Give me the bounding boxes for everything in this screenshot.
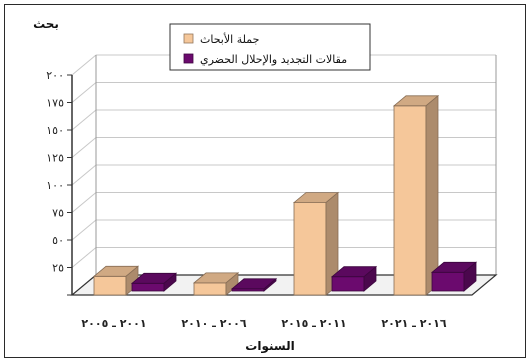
gridline-side bbox=[71, 82, 97, 103]
x-tick-label: ٢٠٠٦ ـ ٢٠١٠ bbox=[181, 317, 246, 330]
bar bbox=[293, 202, 327, 296]
y-tick-label: ١٧٥ bbox=[46, 97, 64, 110]
gridline-side bbox=[71, 192, 97, 213]
bar-side bbox=[163, 272, 177, 292]
x-tick-label: ٢٠١١ ـ ٢٠١٥ bbox=[281, 317, 346, 330]
y-tick-label: ٢٠٠ bbox=[46, 69, 64, 82]
y-tick-label: ١٠٠ bbox=[46, 179, 64, 192]
x-tick-label: ٢٠١٦ ـ ٢٠٢١ bbox=[381, 317, 446, 330]
gridline-side bbox=[71, 54, 97, 76]
y-tick-label: ٢٥ bbox=[52, 262, 64, 275]
gridline-side bbox=[71, 219, 97, 241]
y-tick-label: ١٥٠ bbox=[46, 124, 64, 137]
bar bbox=[93, 275, 127, 296]
x-tick-label: ٢٠٠١ ـ ٢٠٠٥ bbox=[81, 317, 146, 330]
bar bbox=[393, 105, 427, 296]
gridline-side bbox=[71, 137, 97, 158]
bar bbox=[431, 271, 465, 292]
y-tick-label: ١٢٥ bbox=[46, 152, 64, 165]
bar-side bbox=[363, 265, 377, 292]
gridline-side bbox=[71, 164, 97, 186]
chart-floor bbox=[70, 274, 498, 296]
legend-label: جملة الأبحاث bbox=[200, 32, 259, 46]
x-axis-title: السنوات bbox=[245, 339, 294, 354]
legend-swatch bbox=[183, 53, 194, 64]
legend-label: مقالات التجديد والإحلال الحضري bbox=[200, 53, 347, 66]
bar bbox=[193, 282, 227, 296]
y-tick-label: ٧٥ bbox=[52, 207, 64, 220]
gridline-side bbox=[71, 247, 97, 268]
y-axis-title: بحث bbox=[33, 17, 59, 31]
legend-box bbox=[169, 23, 371, 71]
bar-side bbox=[263, 277, 277, 292]
gridline-side bbox=[71, 109, 97, 131]
bar-side bbox=[463, 261, 477, 292]
bar-side bbox=[425, 94, 439, 296]
legend-swatch bbox=[183, 33, 194, 44]
y-tick-label: ٥٠ bbox=[52, 234, 64, 247]
bar bbox=[131, 282, 165, 292]
bar bbox=[331, 276, 365, 292]
